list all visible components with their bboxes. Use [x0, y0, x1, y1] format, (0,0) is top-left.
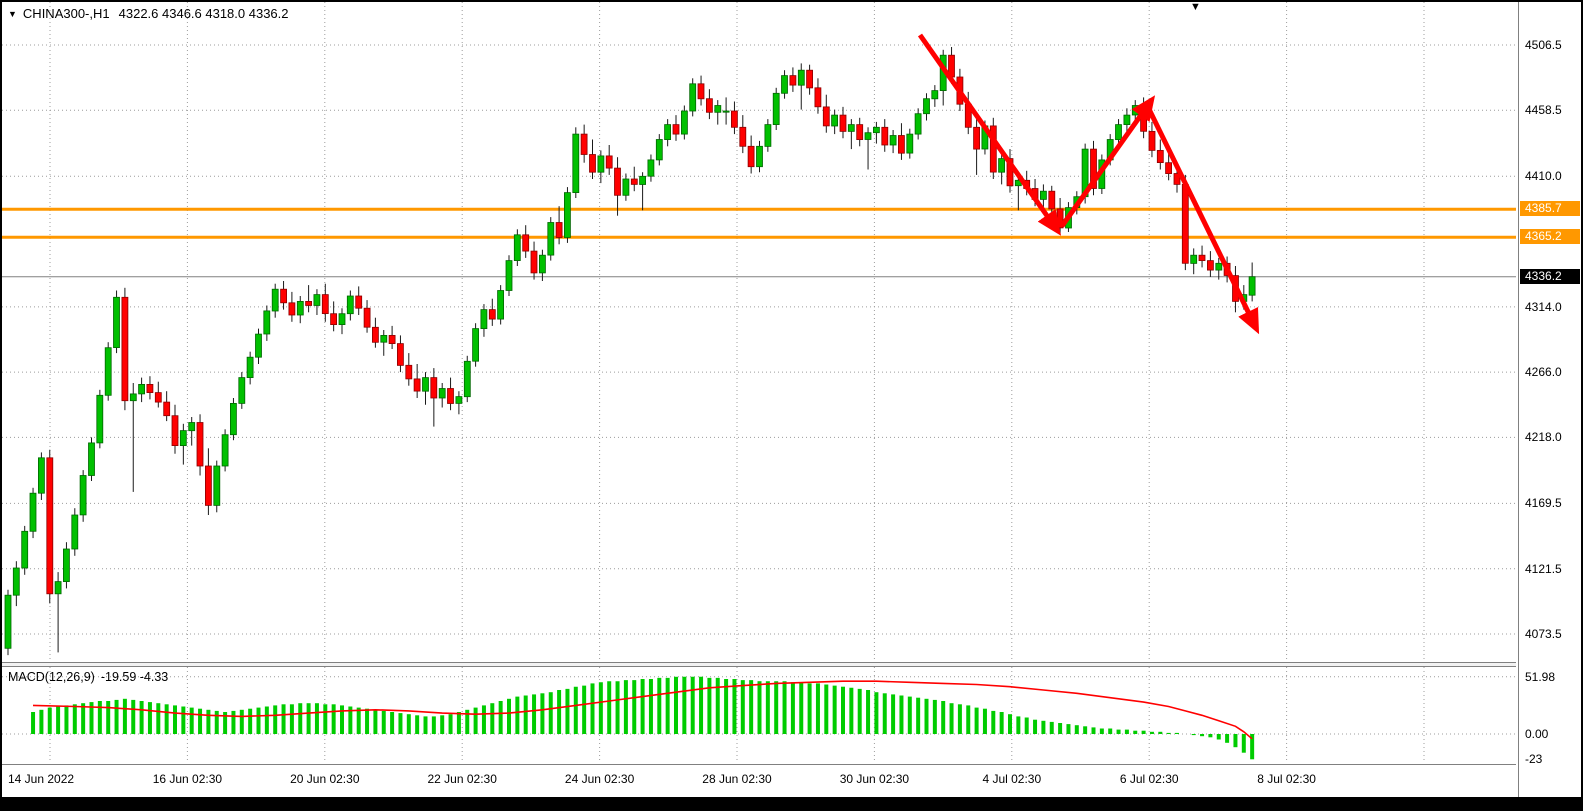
time-axis-label: 4 Jul 02:30 [982, 772, 1042, 786]
price-axis-label: 4121.5 [1525, 561, 1562, 576]
time-axis-label: 24 Jun 02:30 [564, 772, 635, 786]
time-axis-label: 16 Jun 02:30 [152, 772, 223, 786]
current-price-badge: 4336.2 [1520, 268, 1580, 284]
trend-arrows[interactable] [917, 33, 1260, 335]
macd-name: MACD(12,26,9) [8, 670, 95, 684]
price-axis[interactable]: 4506.5 4458.5 4410.0 4314.0 4266.0 4218.0 4169… [1518, 2, 1581, 809]
macd-canvas[interactable] [2, 667, 1516, 763]
time-axis-label: 14 Jun 2022 [8, 772, 75, 786]
macd-axis-label: 0.00 [1525, 727, 1549, 741]
chart-shift-marker-icon[interactable]: ▼ [1190, 1, 1201, 13]
symbol-dropdown-icon[interactable]: ▼ [8, 9, 17, 19]
time-axis-label: 6 Jul 02:30 [1119, 772, 1179, 786]
price-axis-label: 4410.0 [1525, 169, 1562, 184]
panel-splitter[interactable] [2, 662, 1516, 667]
macd-values: -19.59 -4.33 [100, 670, 169, 684]
price-axis-label: 4458.5 [1525, 103, 1562, 118]
down-trend-arrow-1[interactable] [917, 33, 1062, 236]
candlesticks [4, 47, 1256, 656]
macd-signal-line [32, 680, 1253, 740]
time-axis[interactable]: 14 Jun 2022 16 Jun 02:30 20 Jun 02:30 22 Ju… [2, 764, 1516, 797]
price-axis-label: 4073.5 [1525, 627, 1562, 641]
macd-indicator-label: MACD(12,26,9) -19.59 -4.33 [8, 670, 168, 684]
price-axis-label: 4218.0 [1525, 430, 1562, 445]
macd-axis-label: 51.98 [1525, 669, 1556, 684]
down-trend-arrow-2[interactable] [1144, 103, 1260, 335]
resistance-badge-4365: 4365.2 [1520, 229, 1580, 245]
time-axis-label: 20 Jun 02:30 [290, 772, 360, 786]
price-chart-canvas[interactable] [2, 2, 1516, 662]
resistance-badge-4385: 4385.7 [1520, 201, 1580, 217]
window-bottom-edge [2, 797, 1581, 809]
macd-axis-label: -23 [1525, 752, 1543, 767]
price-axis-label: 4314.0 [1525, 299, 1562, 314]
up-trend-arrow[interactable] [1059, 95, 1156, 228]
price-axis-label: 4266.0 [1525, 365, 1562, 380]
macd-histogram [31, 676, 1255, 760]
time-axis-label: 22 Jun 02:30 [427, 772, 497, 786]
ohlc-values-label: 4322.6 4346.6 4318.0 4336.2 [118, 6, 289, 21]
time-axis-label: 28 Jun 02:30 [702, 772, 772, 786]
price-axis-label: 4169.5 [1525, 496, 1562, 511]
symbol-timeframe-label: CHINA300-,H1 [22, 6, 110, 21]
grid [2, 2, 1516, 662]
time-axis-label: 8 Jul 02:30 [1257, 772, 1316, 786]
time-axis-label: 30 Jun 02:30 [839, 772, 910, 786]
price-axis-label: 4506.5 [1525, 38, 1562, 52]
chart-header: ▼ CHINA300-,H1 4322.6 4346.6 4318.0 4336.2 [8, 6, 289, 21]
